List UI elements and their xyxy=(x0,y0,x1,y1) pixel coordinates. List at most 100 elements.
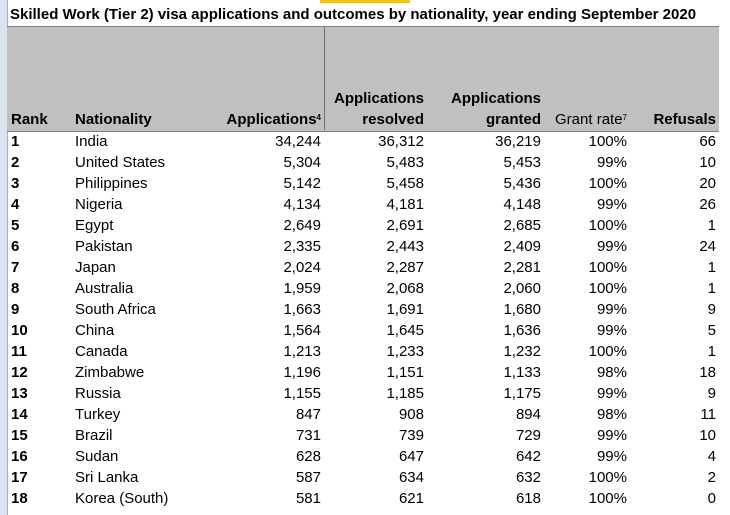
table-row[interactable]: 14 Turkey 847 908 894 98% 11 xyxy=(0,404,730,425)
row-nationality[interactable]: Philippines xyxy=(75,175,148,192)
row-nationality[interactable]: Australia xyxy=(75,280,134,297)
row-resolved[interactable]: 5,483 xyxy=(386,154,424,171)
row-nationality[interactable]: Egypt xyxy=(75,217,114,234)
row-grant-rate[interactable]: 100% xyxy=(588,469,627,486)
row-nationality[interactable]: Brazil xyxy=(75,427,113,444)
table-row[interactable]: 7 Japan 2,024 2,287 2,281 100% 1 xyxy=(0,257,730,278)
row-granted[interactable]: 894 xyxy=(515,406,541,423)
row-resolved[interactable]: 621 xyxy=(398,490,424,507)
table-row[interactable]: 13 Russia 1,155 1,185 1,175 99% 9 xyxy=(0,383,730,404)
row-resolved[interactable]: 1,645 xyxy=(386,322,424,339)
row-nationality[interactable]: Japan xyxy=(75,259,116,276)
row-resolved[interactable]: 1,151 xyxy=(386,364,424,381)
row-applications[interactable]: 5,142 xyxy=(283,175,321,192)
table-row[interactable]: 6 Pakistan 2,335 2,443 2,409 99% 24 xyxy=(0,236,730,257)
row-grant-rate[interactable]: 100% xyxy=(588,133,627,150)
row-applications[interactable]: 2,024 xyxy=(283,259,321,276)
row-refusals[interactable]: 1 xyxy=(707,259,716,276)
row-applications[interactable]: 847 xyxy=(295,406,321,423)
row-refusals[interactable]: 5 xyxy=(707,322,716,339)
row-rank[interactable]: 11 xyxy=(11,343,27,360)
row-grant-rate[interactable]: 100% xyxy=(588,175,627,192)
row-refusals[interactable]: 9 xyxy=(707,301,716,318)
row-rank[interactable]: 15 xyxy=(11,427,28,444)
row-grant-rate[interactable]: 99% xyxy=(596,448,627,465)
table-row[interactable]: 3 Philippines 5,142 5,458 5,436 100% 20 xyxy=(0,173,730,194)
row-grant-rate[interactable]: 99% xyxy=(596,154,627,171)
row-grant-rate[interactable]: 99% xyxy=(596,196,627,213)
row-grant-rate[interactable]: 99% xyxy=(596,322,627,339)
table-row[interactable]: 9 South Africa 1,663 1,691 1,680 99% 9 xyxy=(0,299,730,320)
row-resolved[interactable]: 739 xyxy=(398,427,424,444)
row-rank[interactable]: 17 xyxy=(11,469,28,486)
row-rank[interactable]: 3 xyxy=(11,175,20,192)
row-refusals[interactable]: 11 xyxy=(700,406,716,423)
row-refusals[interactable]: 66 xyxy=(699,133,716,150)
row-applications[interactable]: 1,564 xyxy=(283,322,321,339)
row-applications[interactable]: 1,196 xyxy=(283,364,321,381)
row-resolved[interactable]: 36,312 xyxy=(378,133,424,150)
row-refusals[interactable]: 1 xyxy=(707,343,716,360)
row-resolved[interactable]: 908 xyxy=(398,406,424,423)
row-rank[interactable]: 4 xyxy=(11,196,20,213)
row-resolved[interactable]: 634 xyxy=(398,469,424,486)
row-granted[interactable]: 5,453 xyxy=(503,154,541,171)
row-granted[interactable]: 2,409 xyxy=(503,238,541,255)
row-rank[interactable]: 10 xyxy=(11,322,28,339)
row-granted[interactable]: 618 xyxy=(515,490,541,507)
row-nationality[interactable]: China xyxy=(75,322,115,339)
row-applications[interactable]: 587 xyxy=(295,469,321,486)
row-nationality[interactable]: Pakistan xyxy=(75,238,133,255)
row-grant-rate[interactable]: 98% xyxy=(596,406,627,423)
row-grant-rate[interactable]: 100% xyxy=(588,217,627,234)
row-granted[interactable]: 1,636 xyxy=(503,322,541,339)
row-resolved[interactable]: 2,068 xyxy=(386,280,424,297)
row-nationality[interactable]: Sri Lanka xyxy=(75,469,139,486)
table-row[interactable]: 15 Brazil 731 739 729 99% 10 xyxy=(0,425,730,446)
table-row[interactable]: 11 Canada 1,213 1,233 1,232 100% 1 xyxy=(0,341,730,362)
row-resolved[interactable]: 1,185 xyxy=(386,385,424,402)
row-applications[interactable]: 34,244 xyxy=(275,133,321,150)
row-rank[interactable]: 6 xyxy=(11,238,20,255)
row-applications[interactable]: 731 xyxy=(295,427,321,444)
row-rank[interactable]: 16 xyxy=(11,448,28,465)
row-granted[interactable]: 2,281 xyxy=(503,259,541,276)
row-granted[interactable]: 729 xyxy=(515,427,541,444)
row-refusals[interactable]: 24 xyxy=(699,238,716,255)
table-row[interactable]: 4 Nigeria 4,134 4,181 4,148 99% 26 xyxy=(0,194,730,215)
row-resolved[interactable]: 2,443 xyxy=(386,238,424,255)
row-grant-rate[interactable]: 100% xyxy=(588,343,627,360)
row-nationality[interactable]: Sudan xyxy=(75,448,119,465)
row-grant-rate[interactable]: 99% xyxy=(596,427,627,444)
table-row[interactable]: 17 Sri Lanka 587 634 632 100% 2 xyxy=(0,467,730,488)
row-resolved[interactable]: 2,691 xyxy=(386,217,424,234)
row-rank[interactable]: 8 xyxy=(11,280,20,297)
row-rank[interactable]: 1 xyxy=(11,133,20,150)
row-grant-rate[interactable]: 100% xyxy=(588,490,627,507)
table-row[interactable]: 16 Sudan 628 647 642 99% 4 xyxy=(0,446,730,467)
table-row[interactable]: 5 Egypt 2,649 2,691 2,685 100% 1 xyxy=(0,215,730,236)
row-granted[interactable]: 36,219 xyxy=(495,133,541,150)
row-refusals[interactable]: 1 xyxy=(707,217,716,234)
row-nationality[interactable]: Turkey xyxy=(75,406,121,423)
row-refusals[interactable]: 10 xyxy=(699,154,716,171)
row-resolved[interactable]: 647 xyxy=(398,448,424,465)
row-grant-rate[interactable]: 99% xyxy=(596,238,627,255)
row-applications[interactable]: 2,649 xyxy=(283,217,321,234)
table-row[interactable]: 2 United States 5,304 5,483 5,453 99% 10 xyxy=(0,152,730,173)
row-applications[interactable]: 628 xyxy=(295,448,321,465)
row-applications[interactable]: 5,304 xyxy=(283,154,321,171)
row-refusals[interactable]: 0 xyxy=(707,490,716,507)
row-grant-rate[interactable]: 100% xyxy=(588,259,627,276)
row-resolved[interactable]: 5,458 xyxy=(386,175,424,192)
row-resolved[interactable]: 1,691 xyxy=(386,301,424,318)
row-nationality[interactable]: United States xyxy=(75,154,166,171)
row-applications[interactable]: 2,335 xyxy=(283,238,321,255)
row-nationality[interactable]: South Africa xyxy=(75,301,156,318)
row-rank[interactable]: 13 xyxy=(11,385,28,402)
row-resolved[interactable]: 4,181 xyxy=(386,196,424,213)
row-rank[interactable]: 14 xyxy=(11,406,28,423)
row-resolved[interactable]: 1,233 xyxy=(386,343,424,360)
row-rank[interactable]: 2 xyxy=(11,154,20,171)
row-granted[interactable]: 1,175 xyxy=(503,385,541,402)
